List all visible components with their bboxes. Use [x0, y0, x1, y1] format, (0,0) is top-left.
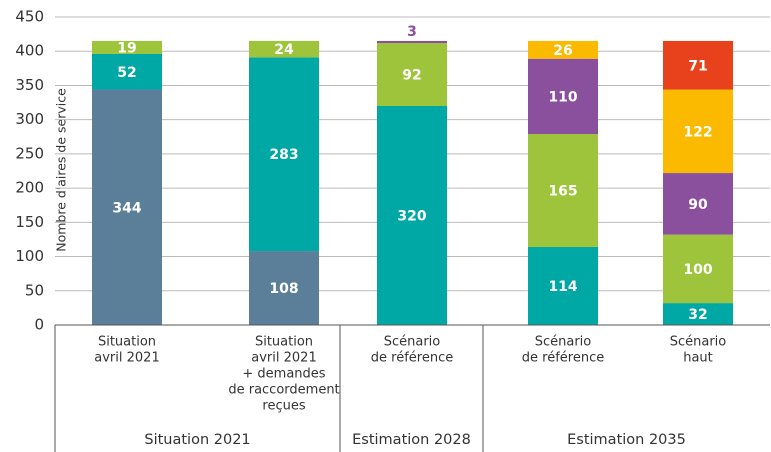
- value-label: 165: [548, 184, 577, 200]
- bar-segment: [92, 89, 162, 325]
- value-label: 26: [553, 43, 572, 59]
- y-tick-label: 150: [15, 213, 44, 231]
- bar-segment: [528, 246, 598, 325]
- y-axis-label: Nombre d'aires de service: [54, 88, 69, 252]
- value-label: 122: [683, 124, 712, 140]
- value-label: 110: [548, 89, 577, 105]
- bar-segment: [249, 251, 319, 325]
- x-tick-label: haut: [683, 351, 713, 366]
- x-tick-label: Situation: [98, 335, 156, 350]
- bar-segment: [663, 89, 733, 174]
- value-label: 283: [269, 147, 298, 163]
- group-label: Estimation 2035: [567, 432, 686, 448]
- value-label: 71: [688, 58, 707, 74]
- x-tick-label: Scénario: [670, 335, 727, 350]
- y-tick-label: 250: [15, 144, 44, 162]
- x-tick-label: de référence: [371, 351, 453, 366]
- bar-segment: [92, 40, 162, 54]
- bar-segment: [528, 134, 598, 247]
- value-label: 100: [683, 262, 712, 278]
- y-tick-label: 400: [15, 42, 44, 60]
- bar-segment: [377, 40, 447, 44]
- bar-segment: [663, 303, 733, 325]
- bar-segment: [663, 173, 733, 235]
- value-label: 92: [402, 67, 421, 83]
- value-label: 108: [269, 281, 298, 297]
- value-label: 320: [397, 208, 426, 224]
- y-tick-label: 350: [15, 76, 44, 94]
- value-label: 114: [548, 279, 577, 295]
- bar-segment: [249, 57, 319, 252]
- group-label: Situation 2021: [144, 432, 250, 448]
- y-tick-label: 200: [15, 179, 44, 197]
- bar-segment: [92, 53, 162, 90]
- value-label: 344: [112, 200, 141, 216]
- x-tick-label: avril 2021: [251, 351, 316, 366]
- x-tick-label: Scénario: [535, 335, 592, 350]
- value-label: 90: [688, 197, 708, 213]
- y-tick-label: 50: [25, 281, 44, 299]
- bar-segment: [663, 234, 733, 304]
- group-label: Estimation 2028: [352, 432, 471, 448]
- x-tick-label: + demandes: [242, 367, 325, 382]
- value-label: 32: [688, 307, 707, 323]
- y-tick-label: 300: [15, 110, 44, 128]
- bar-segment: [528, 40, 598, 59]
- x-tick-label: Scénario: [384, 335, 441, 350]
- x-tick-label: Situation: [255, 335, 313, 350]
- x-tick-label: avril 2021: [94, 351, 159, 366]
- y-tick-label: 100: [15, 247, 44, 265]
- bar-segment: [377, 43, 447, 106]
- x-tick-label: de raccordement: [228, 383, 339, 398]
- bar-segment: [663, 40, 733, 90]
- value-label: 52: [117, 65, 136, 81]
- bar-segment: [249, 40, 319, 58]
- bar-segment: [377, 105, 447, 325]
- value-label: 19: [117, 40, 136, 56]
- y-tick-label: 450: [15, 8, 44, 26]
- value-label: 24: [274, 42, 294, 58]
- x-tick-label: reçues: [262, 399, 305, 414]
- value-label: 3: [407, 24, 417, 40]
- x-tick-label: de référence: [522, 351, 604, 366]
- y-tick-label: 0: [34, 316, 44, 334]
- bar-segment: [528, 58, 598, 135]
